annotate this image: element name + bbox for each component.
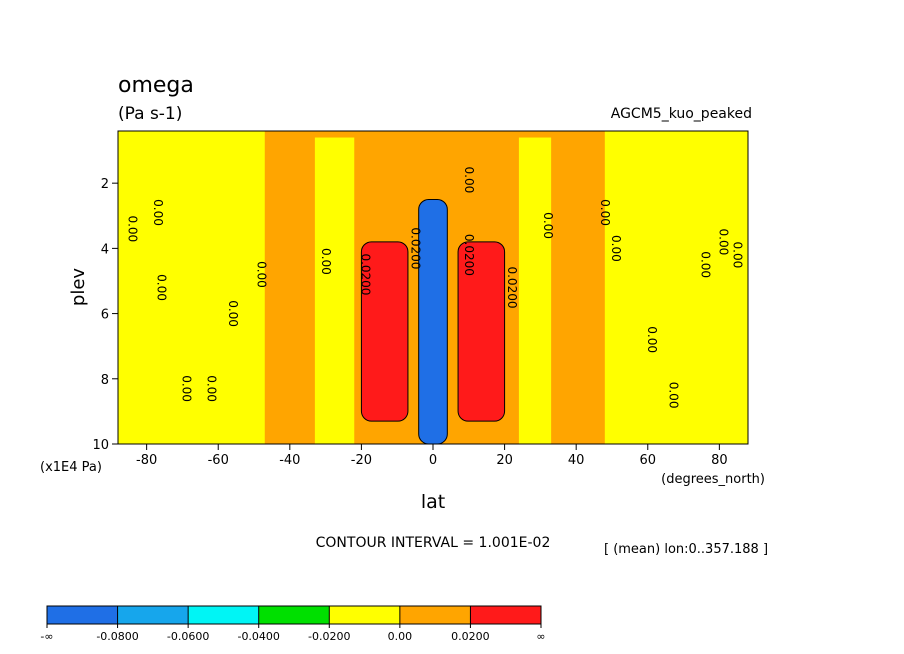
x-tick-label: 60 — [639, 453, 656, 468]
contour-label: 0.00 — [255, 261, 269, 288]
contour-label: 0.00 — [731, 242, 745, 269]
contour-label: 0.00 — [204, 375, 218, 402]
contour-label: 0.00 — [698, 251, 712, 278]
filled-region-red — [457, 241, 506, 422]
x-tick-label: 80 — [711, 453, 728, 468]
filled-region-red — [360, 241, 409, 422]
units-label: (Pa s-1) — [118, 104, 182, 124]
colorbar-label: 0.0200 — [451, 630, 490, 643]
filled-region-yellow — [314, 137, 355, 444]
contour-label: 0.0200 — [358, 253, 372, 295]
y-tick-label: 8 — [101, 373, 109, 388]
contour-label: 0.00 — [462, 167, 476, 194]
colorbar-swatch — [470, 606, 541, 624]
filled-region-yellow — [518, 137, 552, 444]
contour-label: 0.00 — [126, 215, 140, 242]
x-axis-units: (degrees_north) — [661, 472, 765, 487]
contour-label: 0.00 — [598, 199, 612, 226]
colorbar-label: -0.0200 — [308, 630, 350, 643]
filled-region-yellow — [118, 131, 265, 444]
contour-label: 0.00 — [609, 235, 623, 262]
x-tick-label: 0 — [429, 453, 437, 468]
contour-label: 0.0200 — [505, 267, 519, 309]
filled-region-yellow — [604, 131, 748, 444]
x-axis: -80 -60 -40 -20 0 20 40 60 80 — [136, 444, 728, 468]
contour-label: 0.00 — [541, 212, 555, 239]
contour-label: 0.00 — [666, 382, 680, 409]
colorbar: -∞ -0.0800 -0.0600 -0.0400 -0.0200 0.00 0.0200… — [40, 605, 546, 643]
contour-labels: 0.000.000.000.00 0.000.000.00 0.00 0.02000.… — [126, 167, 745, 409]
x-tick-label: -60 — [208, 453, 229, 468]
colorbar-label: -0.0400 — [237, 630, 279, 643]
contour-label: 0.00 — [154, 274, 168, 301]
x-tick-label: -80 — [136, 453, 157, 468]
contour-label: 0.00 — [179, 375, 193, 402]
contour-label: 0.00 — [151, 199, 165, 226]
filled-region-blue — [418, 198, 448, 444]
y-tick-label: 10 — [92, 438, 109, 453]
contour-label: 0.0200 — [409, 227, 423, 269]
x-tick-label: 20 — [496, 453, 513, 468]
y-tick-label: 6 — [101, 308, 109, 323]
colorbar-swatch — [188, 606, 259, 624]
chart-title: omega — [118, 73, 194, 98]
y-tick-label: 4 — [101, 242, 109, 257]
colorbar-swatch — [258, 606, 330, 624]
contour-label: 0.00 — [319, 248, 333, 275]
contour-label: 0.00 — [226, 300, 240, 327]
contour-label: 0.00 — [645, 326, 659, 353]
colorbar-label: -0.0800 — [96, 630, 138, 643]
dataset-label: AGCM5_kuo_peaked — [611, 106, 752, 122]
colorbar-swatch — [329, 606, 400, 624]
y-axis-title: plev — [68, 268, 89, 307]
colorbar-swatch — [399, 606, 471, 624]
x-tick-label: 40 — [568, 453, 585, 468]
y-axis-units: (x1E4 Pa) — [40, 460, 102, 475]
colorbar-swatch — [47, 606, 118, 624]
colorbar-label: 0.00 — [388, 630, 413, 643]
plot-area — [118, 131, 748, 444]
y-tick-label: 2 — [101, 177, 109, 192]
x-axis-title: lat — [421, 491, 445, 513]
colorbar-label: -0.0600 — [167, 630, 209, 643]
y-axis: 2 4 6 8 10 — [92, 177, 118, 453]
colorbar-label: ∞ — [536, 630, 545, 643]
colorbar-label: -∞ — [40, 630, 53, 643]
contour-label: 0.0200 — [462, 234, 476, 276]
x-tick-label: -20 — [351, 453, 372, 468]
contour-label: 0.00 — [716, 228, 730, 255]
colorbar-swatch — [117, 606, 189, 624]
mean-note: [ (mean) lon:0..357.188 ] — [604, 542, 768, 557]
x-tick-label: -40 — [279, 453, 300, 468]
contour-interval-label: CONTOUR INTERVAL = 1.001E-02 — [316, 535, 551, 551]
